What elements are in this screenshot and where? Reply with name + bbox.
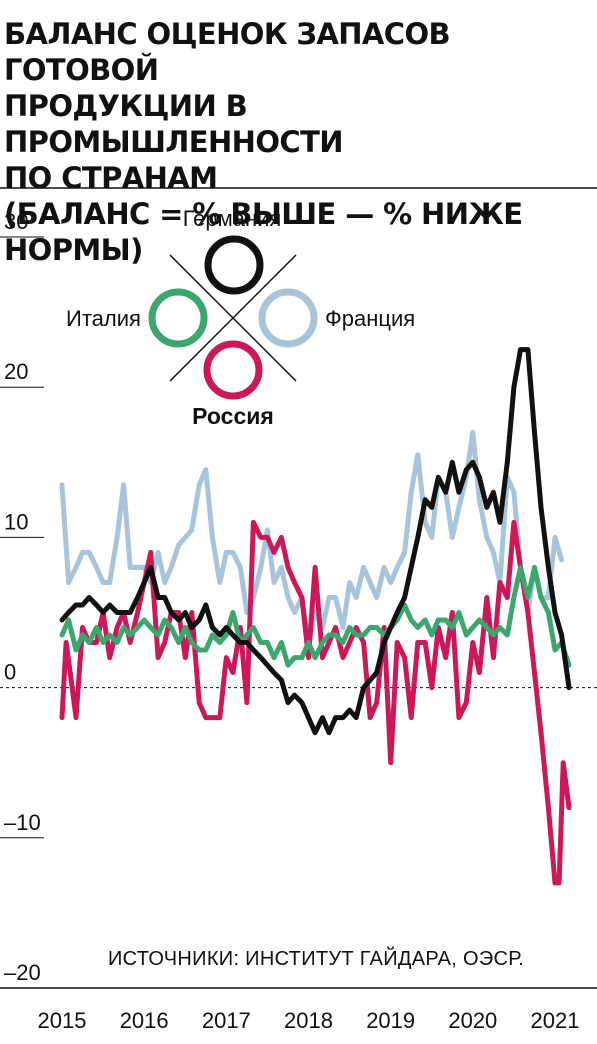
title-line-4: (БАЛАНС = % ВЫШЕ — % НИЖЕ НОРМЫ) — [4, 197, 523, 267]
legend-marker-germany — [204, 235, 264, 295]
legend-label-russia: Россия — [192, 403, 274, 429]
y-tick-label: 10 — [4, 509, 28, 534]
y-tick-label: 30 — [4, 209, 28, 234]
x-tick-label: 2019 — [366, 1008, 415, 1033]
y-tick-label: 20 — [4, 359, 28, 384]
y-tick-label: –10 — [4, 810, 41, 835]
legend-label-france: Франция — [325, 306, 415, 331]
legend-marker-russia — [203, 340, 263, 400]
x-tick-label: 2017 — [202, 1008, 251, 1033]
title-line-3: ПО СТРАНАМ — [4, 161, 218, 195]
y-axis-labels: 30 20 10 0 –10 –20 — [4, 209, 41, 985]
chart-title: БАЛАНС ОЦЕНОК ЗАПАСОВ ГОТОВОЙ ПРОДУКЦИИ … — [4, 16, 594, 268]
series-line-germany — [59, 347, 572, 736]
series-line-italy — [59, 564, 572, 668]
x-tick-label: 2016 — [120, 1008, 169, 1033]
x-tick-label: 2018 — [284, 1008, 333, 1033]
legend: Германия Италия Франция Россия — [66, 206, 415, 429]
x-tick-label: 2020 — [448, 1008, 497, 1033]
x-tick-label: 2021 — [531, 1008, 580, 1033]
legend-cross-line-2 — [169, 254, 297, 382]
y-tick-label: 0 — [4, 660, 16, 685]
title-line-2: ПРОДУКЦИИ В ПРОМЫШЛЕННОСТИ — [4, 89, 344, 159]
legend-marker-italy — [148, 288, 208, 348]
y-gridlines — [0, 236, 597, 839]
legend-label-italy: Италия — [66, 306, 141, 331]
title-line-1: БАЛАНС ОЦЕНОК ЗАПАСОВ ГОТОВОЙ — [4, 17, 451, 87]
series-lines — [59, 347, 572, 886]
legend-marker-france — [258, 288, 318, 348]
x-tick-label: 2015 — [38, 1008, 87, 1033]
series-line-russia — [59, 519, 572, 886]
legend-label-germany: Германия — [183, 206, 282, 231]
y-tick-label: –20 — [4, 960, 41, 985]
source-note: ИСТОЧНИКИ: ИНСТИТУТ ГАЙДАРА, ОЭСР. — [108, 946, 524, 970]
x-axis-labels: 2015 2016 2017 2018 2019 2020 2021 — [38, 1008, 580, 1033]
